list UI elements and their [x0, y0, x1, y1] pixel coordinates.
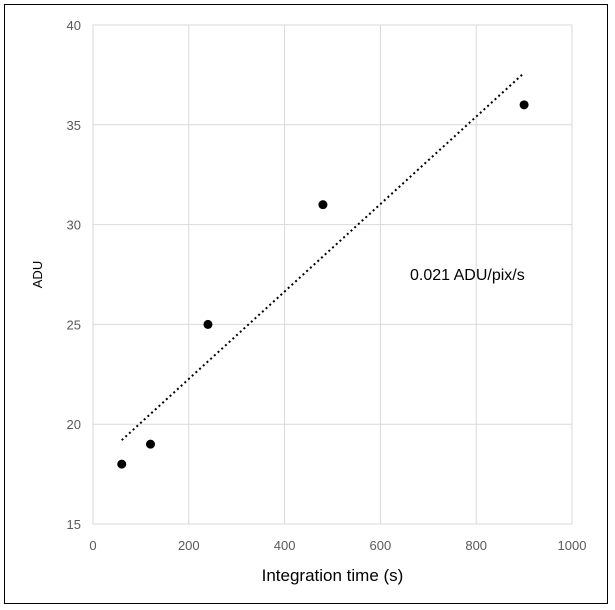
- data-point: [318, 200, 328, 210]
- trendline: [121, 72, 525, 441]
- x-tick-label: 200: [178, 538, 200, 553]
- y-tick-label: 40: [67, 18, 81, 33]
- x-axis-title: Integration time (s): [262, 566, 404, 585]
- y-tick-labels: 15 20 25 30 35 40: [67, 18, 81, 532]
- x-tick-label: 800: [465, 538, 487, 553]
- x-tick-label: 1000: [558, 538, 587, 553]
- y-tick-label: 25: [67, 317, 81, 332]
- y-tick-label: 15: [67, 517, 81, 532]
- x-tick-label: 400: [274, 538, 296, 553]
- grid-lines: [92, 24, 573, 525]
- data-point: [203, 319, 213, 329]
- data-points: [117, 100, 529, 469]
- y-tick-label: 20: [67, 417, 81, 432]
- data-point: [145, 439, 155, 449]
- x-tick-label: 600: [370, 538, 392, 553]
- y-axis-title: ADU: [30, 261, 45, 288]
- slope-annotation: 0.021 ADU/pix/s: [410, 267, 525, 284]
- data-point: [519, 100, 529, 110]
- y-tick-label: 30: [67, 218, 81, 233]
- x-tick-label: 0: [89, 538, 96, 553]
- chart-frame: [4, 4, 608, 604]
- data-point: [117, 459, 127, 469]
- x-tick-labels: 0 200 400 600 800 1000: [89, 538, 586, 553]
- y-tick-label: 35: [67, 118, 81, 133]
